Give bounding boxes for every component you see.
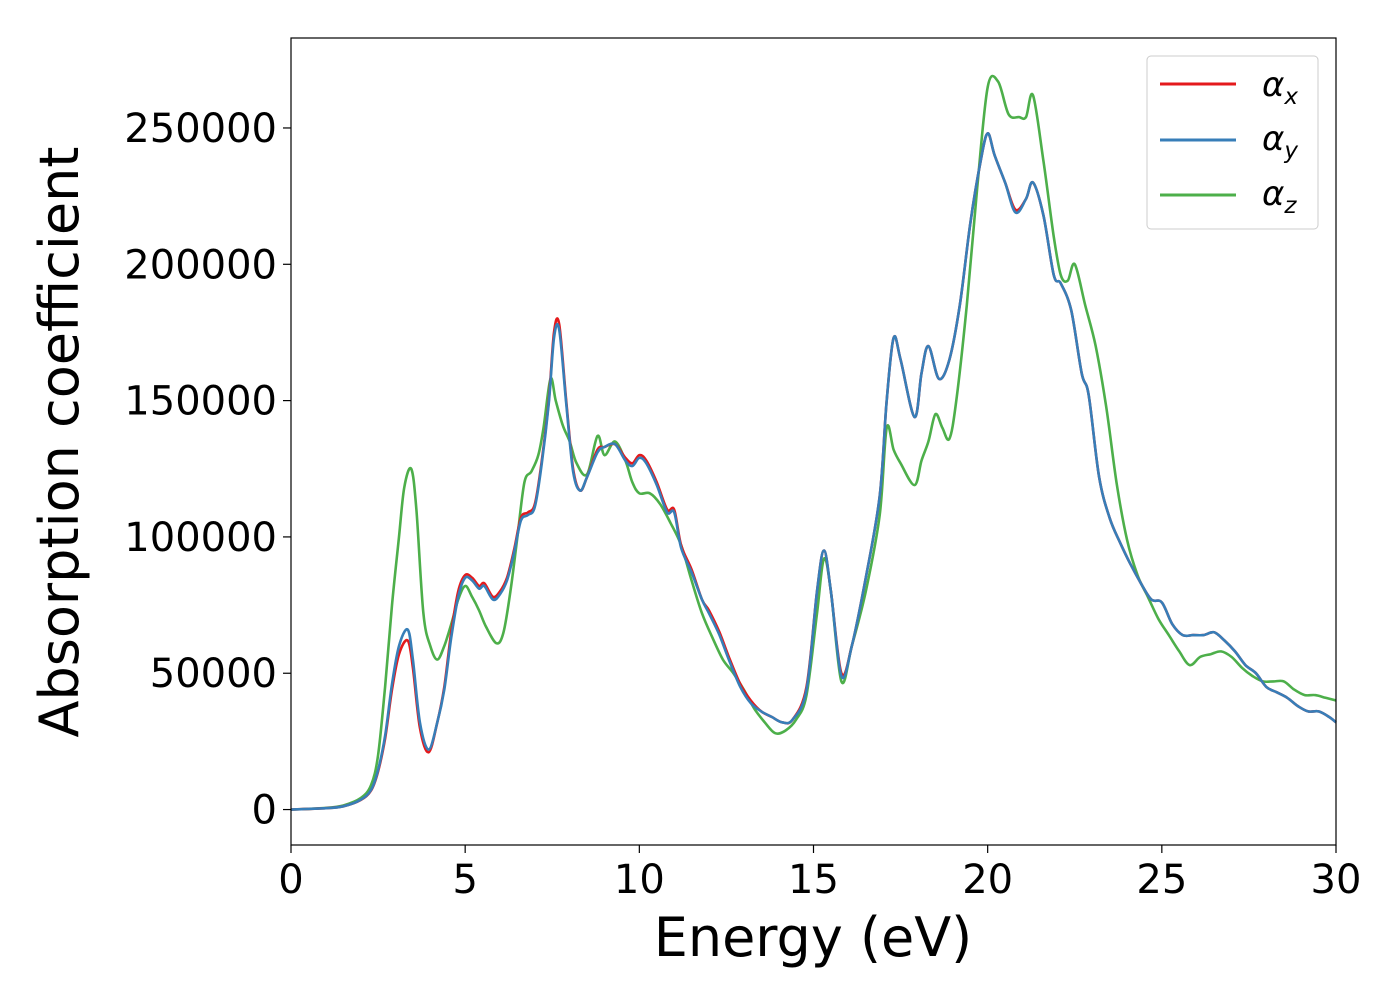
series-lines: [290, 74, 1337, 811]
y-tick-label: 100000: [124, 515, 277, 561]
x-axis-label: Energy (eV): [654, 906, 973, 969]
y-tick-label: 250000: [124, 106, 277, 152]
y-tick-label: 150000: [124, 379, 277, 425]
y-tick-label: 50000: [150, 651, 277, 697]
x-tick-label: 5: [452, 857, 477, 903]
legend-label-alpha-x: αx: [1262, 65, 1298, 110]
series-line-alpha-x: [290, 132, 1337, 811]
legend-frame: [1146, 55, 1319, 230]
series-line-alpha-y: [290, 132, 1337, 811]
x-tick-label: 0: [278, 857, 303, 903]
legend-label-alpha-y: αy: [1262, 119, 1298, 164]
x-tick-label: 10: [614, 857, 665, 903]
x-axis-ticks: 0 5 10 15 20 25 30: [278, 845, 1361, 903]
plot-frame: [290, 37, 1337, 846]
y-axis-ticks: 0 50000 100000 150000 200000 250000: [124, 106, 291, 834]
x-tick-label: 15: [788, 857, 839, 903]
y-axis-label: Absorption coefficient: [28, 147, 91, 738]
legend: αx αy αz: [1146, 55, 1319, 230]
x-tick-label: 25: [1136, 857, 1187, 903]
x-tick-label: 20: [962, 857, 1013, 903]
y-tick-label: 0: [252, 788, 277, 834]
legend-label-alpha-z: αz: [1262, 174, 1297, 219]
y-tick-label: 200000: [124, 242, 277, 288]
x-tick-label: 30: [1311, 857, 1362, 903]
